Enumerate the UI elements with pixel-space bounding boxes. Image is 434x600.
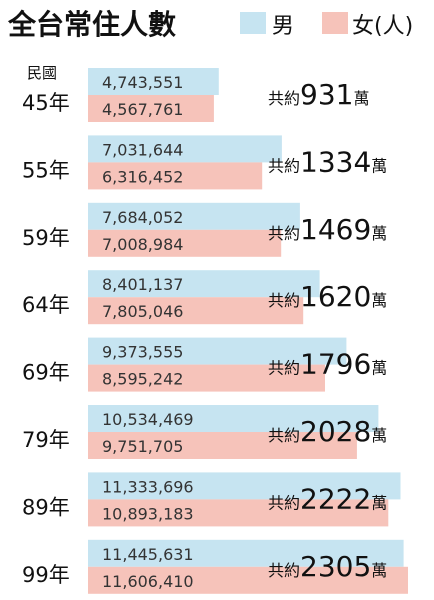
value-label-male-2: 7,684,052 [102,208,183,227]
category-label-1: 55年 [22,158,70,182]
value-label-female-7: 11,606,410 [102,572,194,591]
total-label-4: 共約1796萬 [268,348,387,381]
value-label-male-6: 11,333,696 [102,477,194,496]
bar-male-0 [88,68,219,95]
value-label-male-3: 8,401,137 [102,275,183,294]
bar-female-0 [88,95,214,122]
value-label-male-0: 4,743,551 [102,73,183,92]
value-label-male-4: 9,373,555 [102,343,183,362]
bar-female-2 [88,229,282,257]
total-label-5: 共約2028萬 [268,415,387,448]
category-label-0: 45年 [22,91,70,115]
value-label-female-2: 7,008,984 [102,235,183,254]
value-label-female-1: 6,316,452 [102,167,183,186]
legend-label-male: 男 [272,14,294,39]
total-label-6: 共約2222萬 [268,482,387,515]
category-label-3: 64年 [22,293,70,317]
total-label-2: 共約1469萬 [268,213,387,246]
category-label-6: 89年 [22,495,70,519]
value-label-female-0: 4,567,761 [102,100,183,119]
bar-female-6 [88,499,389,527]
value-label-female-5: 9,751,705 [102,437,183,456]
value-label-male-7: 11,445,631 [102,545,194,564]
bar-male-4 [88,337,347,365]
total-label-0: 共約931萬 [268,78,369,111]
chart-rows: 4,743,551 4,567,761 45年 共約931萬 7,031,644 6,31… [22,68,408,594]
bar-male-3 [88,270,320,298]
category-label-4: 69年 [22,361,70,385]
bar-male-1 [88,135,282,163]
value-label-male-1: 7,031,644 [102,140,183,159]
value-label-female-3: 7,805,046 [102,302,183,321]
bar-male-7 [88,539,404,567]
bar-female-4 [88,364,325,392]
total-label-7: 共約2305萬 [268,550,387,583]
bar-female-7 [88,566,408,594]
chart-title: 全台常住人數 [7,8,176,41]
legend-label-female: 女(人) [352,14,413,39]
category-label-5: 79年 [22,428,70,452]
value-label-male-5: 10,534,469 [102,410,194,429]
bar-male-2 [88,202,300,230]
value-label-female-6: 10,893,183 [102,504,194,523]
year-prefix: 民國 [27,64,57,82]
category-label-7: 99年 [22,563,70,587]
bar-male-5 [88,405,379,432]
legend-swatch-female [322,12,348,34]
legend-swatch-male [240,12,266,34]
total-label-3: 共約1620萬 [268,280,387,313]
bar-female-3 [88,297,304,325]
bar-male-6 [88,472,401,500]
total-label-1: 共約1334萬 [268,145,387,178]
value-label-female-4: 8,595,242 [102,370,183,389]
bar-female-1 [88,162,263,190]
bar-female-5 [88,432,357,459]
category-label-2: 59年 [22,226,70,250]
